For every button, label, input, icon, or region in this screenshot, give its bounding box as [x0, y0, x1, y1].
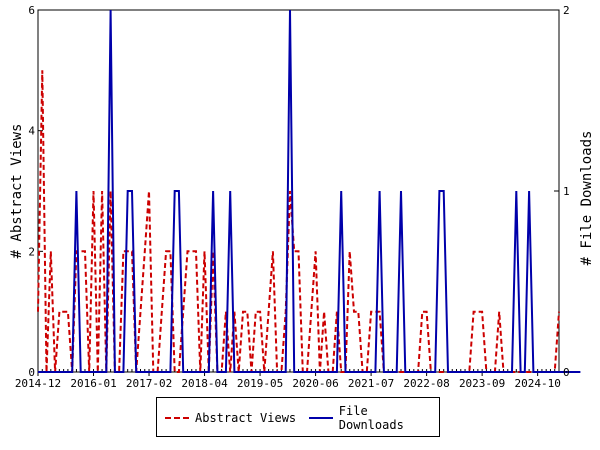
x-tick-label: 2024-10 — [514, 377, 560, 390]
legend-swatch-solid-blue — [309, 417, 333, 419]
plot-frame — [37, 9, 560, 373]
x-tick-label: 2017-02 — [126, 377, 172, 390]
x-tick-label: 2020-06 — [292, 377, 338, 390]
x-tick-label: 2022-08 — [403, 377, 449, 390]
y-left-tick-label: 0 — [28, 366, 35, 379]
legend-label-file-downloads: File Downloads — [338, 404, 404, 432]
legend: Abstract Views File Downloads — [156, 397, 440, 437]
y-right-tick-label: 2 — [563, 4, 570, 17]
x-tick-label: 2014-12 — [15, 377, 61, 390]
legend-item-abstract-views: Abstract Views — [165, 410, 296, 426]
legend-label-abstract-views: Abstract Views — [195, 411, 297, 425]
x-tick-label: 2016-01 — [70, 377, 116, 390]
series-line-abstract-views — [37, 70, 560, 373]
legend-swatch-dashed-red — [165, 417, 189, 419]
x-tick-label: 2021-07 — [348, 377, 394, 390]
y-axis-right-title: # File Downloads — [579, 131, 595, 266]
y-axis-left-title: # Abstract Views — [9, 124, 25, 259]
y-right-tick-label: 1 — [563, 185, 570, 198]
y-left-tick-label: 6 — [28, 4, 35, 17]
y-left-tick-label: 4 — [28, 125, 35, 138]
x-tick-label: 2023-09 — [459, 377, 505, 390]
legend-item-file-downloads: File Downloads — [309, 404, 439, 432]
y-left-tick-label: 2 — [28, 245, 35, 258]
x-tick-label: 2018-04 — [181, 377, 228, 390]
series-line-file-downloads — [38, 9, 581, 373]
y-right-tick-label: 0 — [563, 366, 570, 379]
x-tick-label: 2019-05 — [237, 377, 283, 390]
